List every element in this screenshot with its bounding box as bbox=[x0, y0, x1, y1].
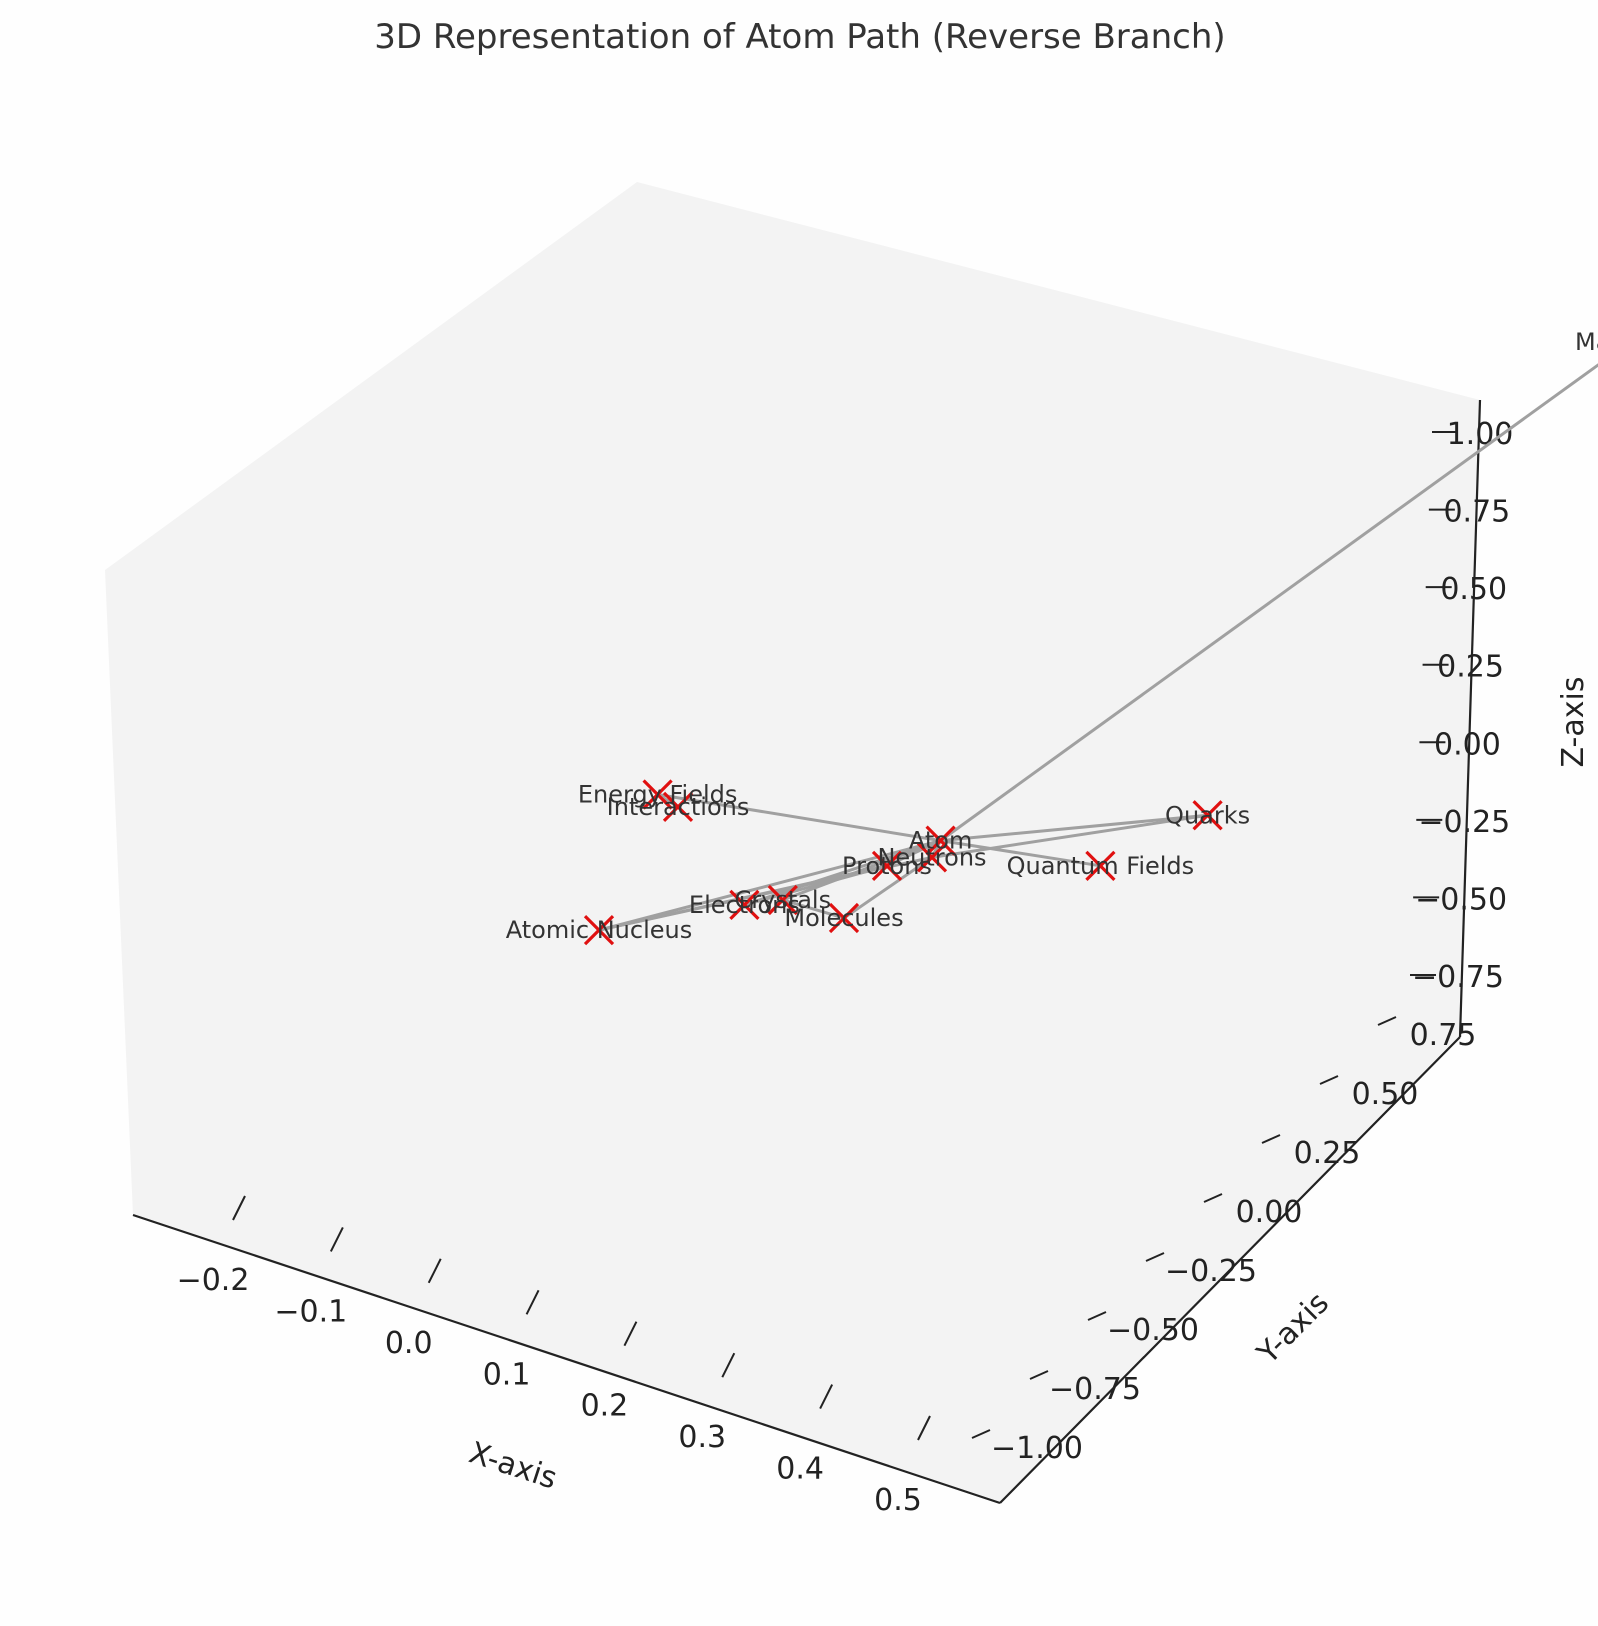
x-tick-mark bbox=[819, 1384, 834, 1410]
point-label: Atomic Nucleus bbox=[506, 916, 692, 944]
x-axis-line bbox=[132, 1213, 1001, 1505]
point-marker bbox=[729, 889, 760, 921]
edge bbox=[940, 839, 1101, 868]
x-tick-mark bbox=[427, 1258, 442, 1284]
y-tick-mark bbox=[1377, 1016, 1397, 1026]
axes-lines bbox=[132, 399, 1482, 1505]
chart-title: 3D Representation of Atom Path (Reverse … bbox=[374, 17, 1225, 57]
x-tick-mark bbox=[721, 1352, 736, 1378]
x-tick-label: 0.5 bbox=[874, 1483, 922, 1518]
point-label: Protons bbox=[842, 852, 932, 880]
z-axis-label: Z-axis bbox=[1556, 677, 1591, 768]
edge bbox=[782, 898, 845, 920]
z-tick-label: 0.25 bbox=[1437, 650, 1504, 685]
point-marker bbox=[662, 791, 694, 822]
point-marker bbox=[1192, 800, 1223, 831]
point-marker bbox=[1085, 850, 1116, 881]
y-tick-mark bbox=[971, 1429, 991, 1439]
point-label: Neutrons bbox=[877, 843, 986, 871]
x-tick-label: 0.2 bbox=[581, 1389, 629, 1424]
x-tick-label: −0.2 bbox=[177, 1263, 250, 1298]
x-tick-label: 0.0 bbox=[385, 1326, 433, 1361]
point-marker bbox=[871, 850, 903, 882]
x-tick-mark bbox=[917, 1415, 931, 1441]
z-tick-label: 0.50 bbox=[1440, 572, 1507, 607]
z-axis-ticks: −0.75−0.50−0.250.000.250.500.751.00 bbox=[1410, 417, 1513, 995]
z-tick-label: 0.75 bbox=[1443, 495, 1510, 530]
point-label: Quarks bbox=[1165, 801, 1250, 829]
edge bbox=[931, 813, 1208, 859]
x-tick-label: 0.4 bbox=[776, 1452, 824, 1487]
y-tick-label: 0.75 bbox=[1410, 1018, 1477, 1053]
x-tick-label: 0.3 bbox=[678, 1420, 726, 1455]
x-tick-label: 0.1 bbox=[483, 1357, 531, 1392]
point-label: Molecules bbox=[784, 904, 903, 932]
point-label: Atom bbox=[909, 827, 972, 855]
point-marker bbox=[583, 914, 615, 946]
edge bbox=[843, 856, 933, 920]
x-tick-mark bbox=[232, 1195, 246, 1221]
x-axis-ticks: −0.2 −0.1 0.0 0.1 0.2 0.3 0.4 0.5 bbox=[177, 1195, 931, 1518]
z-axis-line bbox=[1458, 399, 1482, 1038]
edge bbox=[939, 363, 1598, 842]
y-tick-mark bbox=[1145, 1252, 1165, 1262]
z-tick-label: 0.00 bbox=[1434, 727, 1501, 762]
point-marker bbox=[767, 884, 798, 916]
y-tick-mark bbox=[1203, 1193, 1223, 1203]
y-tick-label: 0.25 bbox=[1294, 1136, 1361, 1171]
axes-pane bbox=[105, 182, 1480, 1503]
point-marker bbox=[925, 825, 956, 856]
point-label: Quantum Fields bbox=[1007, 852, 1195, 880]
y-axis-ticks: −1.00 −0.75 −0.50 −0.25 0.00 0.25 0.50 0.75 bbox=[971, 1016, 1477, 1466]
y-tick-mark bbox=[1087, 1311, 1107, 1321]
edge bbox=[657, 793, 941, 843]
point-label: Interactions bbox=[607, 793, 750, 821]
y-tick-label: −0.75 bbox=[1049, 1372, 1141, 1407]
y-tick-label: −0.50 bbox=[1107, 1313, 1199, 1348]
x-tick-mark bbox=[525, 1289, 540, 1315]
point-label: Crystals bbox=[734, 886, 831, 914]
x-tick-label: −0.1 bbox=[274, 1294, 347, 1329]
y-tick-mark bbox=[1261, 1134, 1281, 1144]
y-axis-label: Y-axis bbox=[1250, 1286, 1336, 1372]
x-tick-mark bbox=[623, 1321, 638, 1347]
y-tick-label: −0.25 bbox=[1165, 1254, 1257, 1289]
markers bbox=[583, 779, 1223, 946]
z-tick-label: −0.75 bbox=[1412, 960, 1504, 995]
z-tick-label: −0.25 bbox=[1418, 805, 1510, 840]
point-marker bbox=[828, 902, 860, 934]
y-tick-mark bbox=[1029, 1370, 1049, 1380]
point-label: Energy Fields bbox=[578, 781, 738, 809]
y-tick-label: −1.00 bbox=[991, 1431, 1083, 1466]
z-tick-label: −0.50 bbox=[1415, 882, 1507, 917]
edge bbox=[940, 813, 1208, 843]
y-tick-label: 0.00 bbox=[1236, 1195, 1303, 1230]
point-marker bbox=[642, 779, 673, 810]
point-label: Electrons bbox=[689, 891, 800, 919]
x-tick-mark bbox=[329, 1226, 344, 1252]
y-tick-mark bbox=[1319, 1075, 1339, 1085]
edge bbox=[744, 864, 888, 907]
point-marker bbox=[916, 842, 948, 873]
x-axis-label: X-axis bbox=[465, 1435, 561, 1496]
y-tick-label: 0.50 bbox=[1352, 1077, 1419, 1112]
point-label: Materials bbox=[1575, 328, 1598, 356]
y-axis-line bbox=[999, 1036, 1461, 1504]
